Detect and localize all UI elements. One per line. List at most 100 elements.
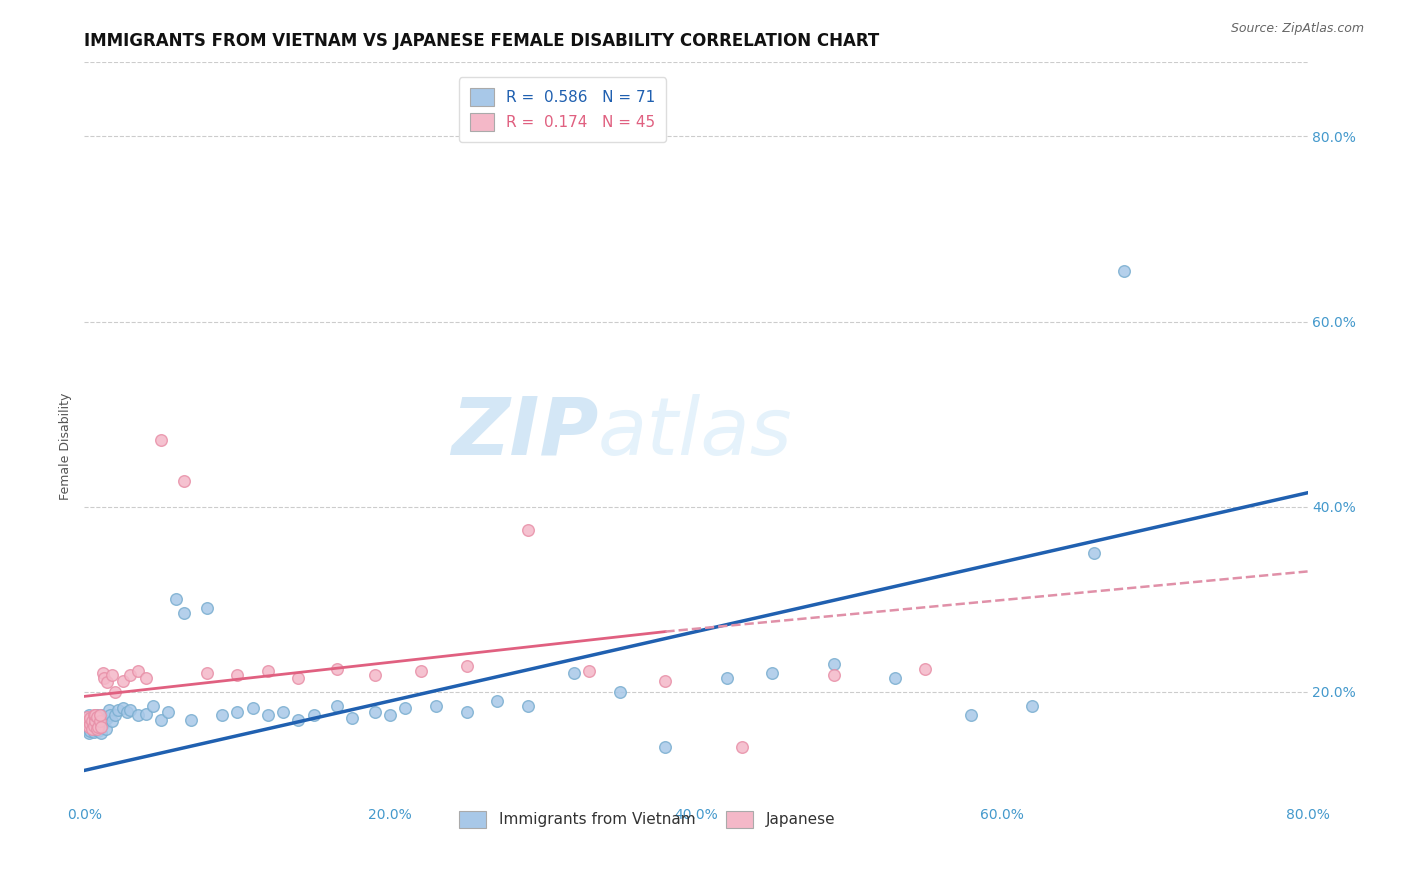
Point: [75, 717, 97, 731]
Point: [914, 662, 936, 676]
Point: [1021, 698, 1043, 713]
Point: [96, 711, 118, 725]
Point: [654, 740, 676, 755]
Point: [86, 722, 108, 736]
Point: [731, 740, 754, 755]
Point: [90, 720, 112, 734]
Text: Female Disability: Female Disability: [59, 392, 72, 500]
Point: [80, 713, 103, 727]
Text: IMMIGRANTS FROM VIETNAM VS JAPANESE FEMALE DISABILITY CORRELATION CHART: IMMIGRANTS FROM VIETNAM VS JAPANESE FEMA…: [84, 32, 880, 50]
Point: [83, 725, 105, 739]
Point: [101, 668, 124, 682]
Point: [456, 658, 478, 673]
Point: [325, 662, 347, 676]
Point: [173, 606, 195, 620]
Point: [104, 685, 127, 699]
Point: [101, 714, 124, 729]
Point: [380, 707, 402, 722]
Point: [960, 707, 983, 722]
Point: [111, 701, 134, 715]
Point: [89, 714, 111, 729]
Point: [76, 714, 98, 729]
Point: [578, 665, 600, 679]
Point: [135, 671, 157, 685]
Point: [142, 698, 165, 713]
Point: [1114, 263, 1136, 277]
Text: Source: ZipAtlas.com: Source: ZipAtlas.com: [1230, 22, 1364, 36]
Point: [302, 707, 325, 722]
Point: [104, 707, 127, 722]
Point: [287, 713, 309, 727]
Point: [77, 720, 100, 734]
Point: [79, 711, 101, 725]
Point: [86, 722, 108, 736]
Point: [516, 698, 538, 713]
Point: [86, 707, 108, 722]
Point: [80, 714, 103, 729]
Point: [716, 671, 738, 685]
Point: [135, 706, 157, 721]
Point: [75, 713, 97, 727]
Point: [79, 711, 101, 725]
Point: [90, 707, 112, 722]
Point: [75, 717, 97, 731]
Point: [456, 705, 478, 719]
Point: [111, 673, 134, 688]
Point: [257, 707, 280, 722]
Point: [654, 673, 676, 688]
Point: [97, 703, 120, 717]
Point: [165, 592, 187, 607]
Point: [94, 722, 117, 736]
Point: [257, 665, 280, 679]
Point: [86, 710, 108, 724]
Point: [89, 707, 111, 722]
Point: [516, 523, 538, 537]
Legend: Immigrants from Vietnam, Japanese: Immigrants from Vietnam, Japanese: [451, 803, 842, 836]
Point: [84, 707, 107, 722]
Point: [83, 719, 105, 733]
Point: [93, 714, 115, 729]
Point: [486, 694, 509, 708]
Point: [89, 713, 111, 727]
Point: [87, 723, 110, 738]
Point: [80, 722, 103, 736]
Point: [609, 685, 631, 699]
Point: [127, 665, 149, 679]
Point: [79, 723, 101, 738]
Point: [226, 705, 249, 719]
Point: [761, 666, 783, 681]
Text: ZIP: ZIP: [451, 393, 598, 472]
Point: [115, 705, 138, 719]
Point: [157, 705, 180, 719]
Point: [76, 714, 98, 729]
Point: [149, 713, 172, 727]
Point: [77, 713, 100, 727]
Point: [98, 707, 121, 722]
Point: [562, 666, 585, 681]
Point: [83, 707, 105, 722]
Point: [409, 665, 432, 679]
Point: [242, 701, 264, 715]
Point: [364, 668, 387, 682]
Point: [84, 717, 107, 731]
Point: [91, 717, 114, 731]
Point: [77, 707, 100, 722]
Point: [226, 668, 249, 682]
Point: [883, 671, 905, 685]
Point: [90, 726, 112, 740]
Point: [211, 707, 233, 722]
Point: [84, 714, 107, 729]
Point: [127, 707, 149, 722]
Point: [84, 710, 107, 724]
Point: [120, 703, 142, 717]
Point: [195, 666, 218, 681]
Text: atlas: atlas: [598, 393, 793, 472]
Point: [1083, 546, 1105, 560]
Point: [364, 705, 387, 719]
Point: [823, 668, 845, 682]
Point: [107, 703, 129, 717]
Point: [425, 698, 447, 713]
Point: [77, 726, 100, 740]
Point: [195, 601, 218, 615]
Point: [83, 714, 105, 729]
